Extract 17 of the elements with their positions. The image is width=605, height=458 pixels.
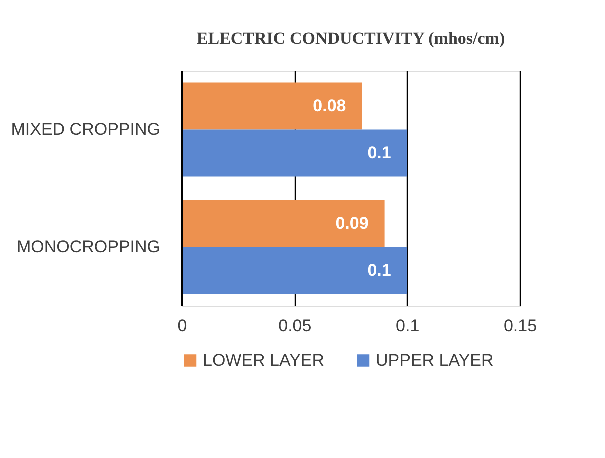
data-label: 0.1 xyxy=(368,260,392,280)
bar xyxy=(182,247,408,294)
x-tick-label: 0.15 xyxy=(504,316,538,336)
bar xyxy=(182,82,362,130)
legend-label: LOWER LAYER xyxy=(203,350,325,370)
data-label: 0.08 xyxy=(313,96,346,116)
chart-title: ELECTRIC CONDUCTIVITY (mhos/cm) xyxy=(196,29,506,48)
y-tick-label: MONOCROPPING xyxy=(16,237,160,256)
y-tick-label: MIXED CROPPING xyxy=(11,120,160,139)
data-label: 0.09 xyxy=(336,214,369,233)
legend-label: UPPER LAYER xyxy=(376,350,494,370)
x-tick-label: 0.1 xyxy=(396,316,420,336)
data-label: 0.1 xyxy=(368,143,392,162)
x-tick-label: 0 xyxy=(178,316,188,336)
x-tick-label: 0.05 xyxy=(278,316,312,336)
bar xyxy=(182,200,385,248)
bar xyxy=(182,130,408,177)
